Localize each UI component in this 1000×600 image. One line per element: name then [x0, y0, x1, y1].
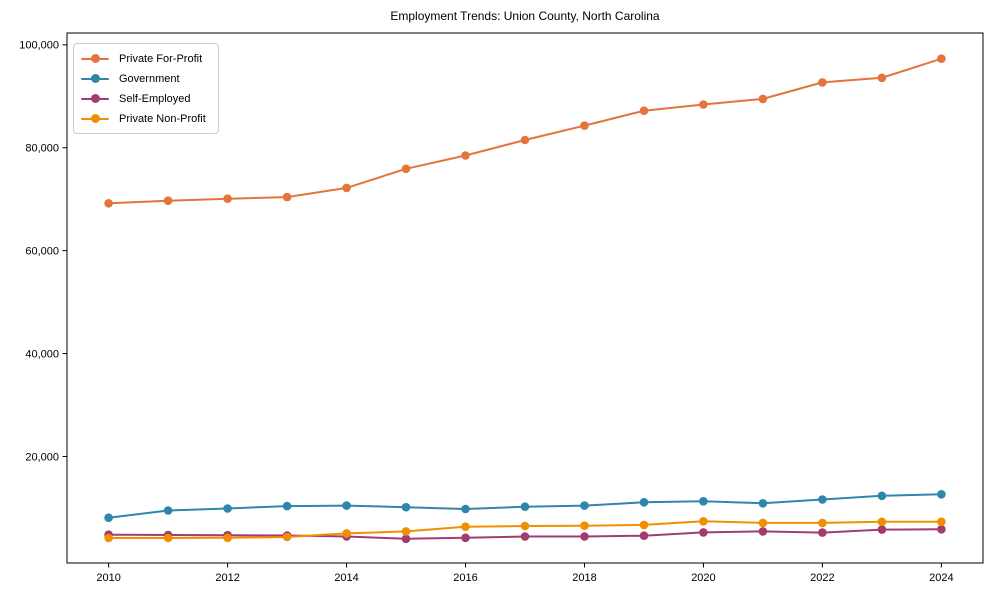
x-tick-label: 2010 [96, 572, 120, 584]
data-point-government [877, 491, 887, 501]
data-point-private-non-profit [104, 533, 113, 543]
data-point-private-for-profit [520, 135, 530, 145]
data-point-self-employed [520, 532, 530, 541]
y-tick-label: 20,000 [25, 451, 59, 463]
data-point-self-employed [877, 525, 887, 534]
y-tick-label: 60,000 [25, 245, 59, 257]
x-tick-label: 2016 [453, 572, 477, 584]
data-point-private-non-profit [639, 520, 649, 530]
data-point-private-for-profit [282, 192, 292, 202]
data-point-private-for-profit [937, 54, 946, 63]
data-point-private-for-profit [699, 100, 708, 109]
legend: Private For-Profit Government Self-Employe… [73, 43, 219, 134]
legend-marker-icon [81, 54, 109, 64]
data-point-private-non-profit [461, 522, 470, 531]
data-point-government [401, 502, 411, 512]
data-point-private-non-profit [223, 533, 232, 543]
y-tick-label: 100,000 [19, 40, 59, 52]
data-point-private-non-profit [163, 533, 173, 543]
x-tick-label: 2020 [691, 572, 715, 584]
data-point-private-for-profit [877, 73, 887, 83]
data-point-government [639, 498, 649, 507]
data-point-government [818, 495, 827, 504]
legend-dot-icon [90, 54, 100, 63]
data-point-private-for-profit [758, 94, 768, 104]
chart-title: Employment Trends: Union County, North C… [390, 9, 660, 23]
y-axis: 20,000 40,000 60,000 80,000 100,000 [19, 40, 67, 463]
legend-item-self-employed: Self-Employed [81, 90, 206, 107]
legend-label: Private Non-Profit [119, 112, 206, 125]
legend-marker-icon [81, 114, 109, 124]
data-point-private-for-profit [163, 196, 173, 205]
data-point-private-for-profit [104, 199, 113, 208]
data-point-private-for-profit [461, 151, 470, 160]
legend-marker-icon [81, 94, 109, 104]
data-point-private-non-profit [758, 518, 768, 528]
data-point-private-for-profit [580, 121, 589, 130]
plot-border [66, 32, 984, 564]
data-point-private-for-profit [639, 106, 649, 115]
x-tick-label: 2024 [929, 572, 953, 584]
data-point-self-employed [639, 531, 649, 540]
series-line-private-for-profit [107, 57, 943, 205]
data-point-private-for-profit [223, 194, 232, 203]
data-point-self-employed [758, 527, 768, 536]
legend-label: Self-Employed [119, 92, 191, 105]
data-point-government [223, 504, 232, 513]
series-private-for-profit [104, 54, 946, 208]
legend-label: Private For-Profit [119, 52, 203, 65]
series-government [104, 490, 946, 522]
data-point-private-non-profit [937, 517, 946, 527]
data-point-private-non-profit [520, 521, 530, 531]
data-point-private-for-profit [818, 78, 827, 87]
data-point-private-non-profit [877, 517, 887, 527]
x-tick-label: 2022 [810, 572, 834, 584]
x-tick-label: 2018 [572, 572, 596, 584]
data-point-government [461, 504, 470, 514]
data-point-self-employed [580, 532, 589, 541]
series-private-non-profit [104, 517, 946, 543]
data-point-self-employed [818, 528, 827, 537]
data-point-private-non-profit [818, 518, 827, 528]
legend-marker-icon [81, 74, 109, 84]
legend-dot-icon [90, 114, 100, 123]
data-point-self-employed [461, 533, 470, 543]
data-point-private-non-profit [699, 517, 708, 526]
data-point-government [342, 501, 351, 510]
data-point-government [282, 501, 292, 511]
x-tick-label: 2012 [215, 572, 239, 584]
data-point-government [699, 497, 708, 506]
legend-label: Government [119, 72, 180, 85]
x-axis: 2010 2012 2014 2016 2018 2020 2022 2024 [96, 563, 954, 584]
legend-item-government: Government [81, 70, 206, 87]
data-point-private-non-profit [401, 527, 411, 536]
data-point-government [104, 513, 113, 522]
data-point-government [163, 506, 173, 515]
data-point-government [580, 501, 589, 510]
legend-item-private-non-profit: Private Non-Profit [81, 110, 206, 127]
data-point-private-non-profit [342, 529, 351, 538]
y-tick-label: 80,000 [25, 143, 59, 155]
data-point-government [520, 502, 530, 512]
x-tick-label: 2014 [334, 572, 358, 584]
data-point-private-non-profit [580, 521, 589, 530]
y-tick-label: 40,000 [25, 348, 59, 360]
data-point-self-employed [699, 528, 708, 537]
data-point-government [937, 490, 946, 499]
data-point-private-for-profit [401, 164, 411, 174]
legend-dot-icon [90, 94, 100, 103]
data-point-self-employed [937, 525, 946, 534]
legend-dot-icon [90, 74, 100, 83]
data-point-private-for-profit [342, 183, 351, 193]
legend-item-private-for-profit: Private For-Profit [81, 50, 206, 67]
data-point-government [758, 499, 768, 508]
data-point-self-employed [401, 534, 411, 544]
data-point-private-non-profit [282, 532, 292, 542]
